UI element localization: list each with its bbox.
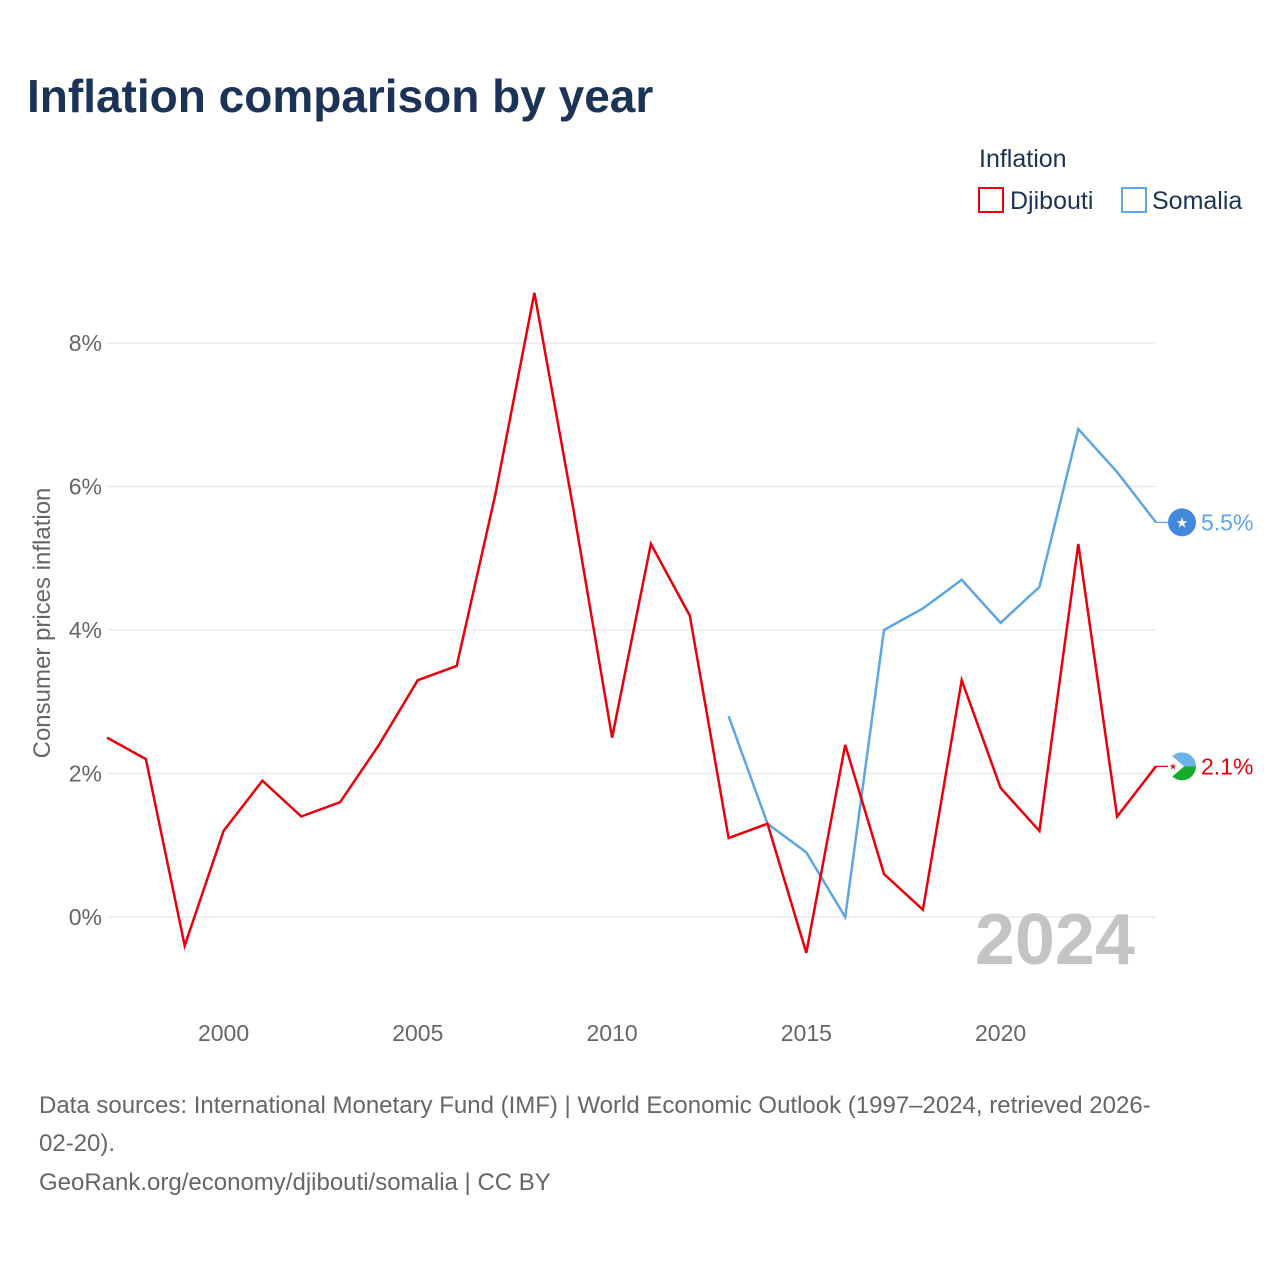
somalia-flag-icon xyxy=(1168,508,1196,537)
x-tick-label: 2020 xyxy=(975,1020,1026,1046)
x-tick-label: 2000 xyxy=(198,1020,249,1046)
y-tick-label: 4% xyxy=(69,617,102,643)
legend-item-somalia[interactable]: Somalia xyxy=(1121,187,1242,215)
y-axis-ticks: 0% 2% 4% 6% 8% xyxy=(69,330,102,930)
legend-item-djibouti[interactable]: Djibouti xyxy=(978,187,1093,215)
legend-title: Inflation xyxy=(979,145,1067,173)
djibouti-flag-icon: ★ xyxy=(1168,752,1196,781)
y-tick-label: 6% xyxy=(69,474,102,500)
x-tick-label: 2010 xyxy=(586,1020,637,1046)
source-link[interactable]: GeoRank.org/economy/djibouti/somalia | C… xyxy=(39,1169,551,1196)
y-axis-label: Consumer prices inflation xyxy=(29,488,56,759)
y-tick-label: 0% xyxy=(69,904,102,930)
year-watermark: 2024 xyxy=(975,900,1135,980)
legend: Inflation Djibouti Somalia xyxy=(978,145,1242,215)
star-icon: ★ xyxy=(1176,514,1189,530)
y-tick-label: 2% xyxy=(69,761,102,787)
series-layer xyxy=(106,292,1157,954)
somalia-end-label: 5.5% xyxy=(1201,509,1253,535)
legend-label-somalia: Somalia xyxy=(1152,187,1242,215)
star-icon: ★ xyxy=(1169,761,1177,771)
grid-layer xyxy=(107,342,1156,918)
x-axis-ticks: 2000 2005 2010 2015 2020 xyxy=(198,1020,1026,1046)
legend-swatch-somalia xyxy=(1121,187,1147,213)
x-tick-label: 2005 xyxy=(392,1020,443,1046)
djibouti-end-label: 2.1% xyxy=(1201,753,1253,779)
chart-title: Inflation comparison by year xyxy=(27,70,653,122)
series-line-somalia xyxy=(727,426,1157,921)
somalia-end-marker: ★ 5.5% xyxy=(1156,508,1253,537)
legend-label-djibouti: Djibouti xyxy=(1010,187,1093,215)
x-tick-label: 2015 xyxy=(781,1020,832,1046)
y-tick-label: 8% xyxy=(69,330,102,356)
djibouti-end-marker: ★ 2.1% xyxy=(1156,752,1253,781)
source-line-2: 02-20). xyxy=(39,1130,115,1157)
series-line-djibouti xyxy=(106,292,1157,954)
source-line-1: Data sources: International Monetary Fun… xyxy=(39,1092,1151,1119)
legend-swatch-djibouti xyxy=(978,187,1004,213)
